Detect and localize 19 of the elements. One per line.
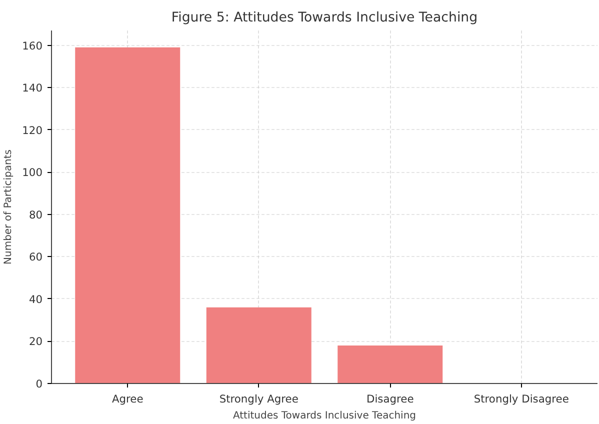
bar: [75, 47, 180, 384]
x-tick-label: Agree: [112, 392, 144, 406]
bar: [338, 345, 443, 384]
bar: [206, 307, 312, 384]
y-tick-label: 20: [28, 335, 43, 348]
x-tick-label: Strongly Agree: [219, 392, 298, 406]
y-tick-label: 120: [22, 124, 43, 137]
x-tick-label: Strongly Disagree: [474, 392, 569, 406]
y-tick-label: 40: [28, 292, 43, 306]
chart-title: Figure 5: Attitudes Towards Inclusive Teaching: [171, 10, 478, 26]
y-tick-label: 60: [28, 250, 43, 264]
y-tick-label: 140: [22, 82, 43, 95]
y-tick-label: 160: [22, 39, 43, 52]
y-tick-label: 80: [28, 208, 43, 222]
y-tick-label: 0: [36, 378, 43, 390]
x-tick-label: Disagree: [366, 392, 414, 406]
y-axis-title: Number of Participants: [3, 150, 14, 264]
y-tick-label: 100: [22, 166, 43, 180]
x-axis-title: Attitudes Towards Inclusive Teaching: [232, 410, 416, 422]
